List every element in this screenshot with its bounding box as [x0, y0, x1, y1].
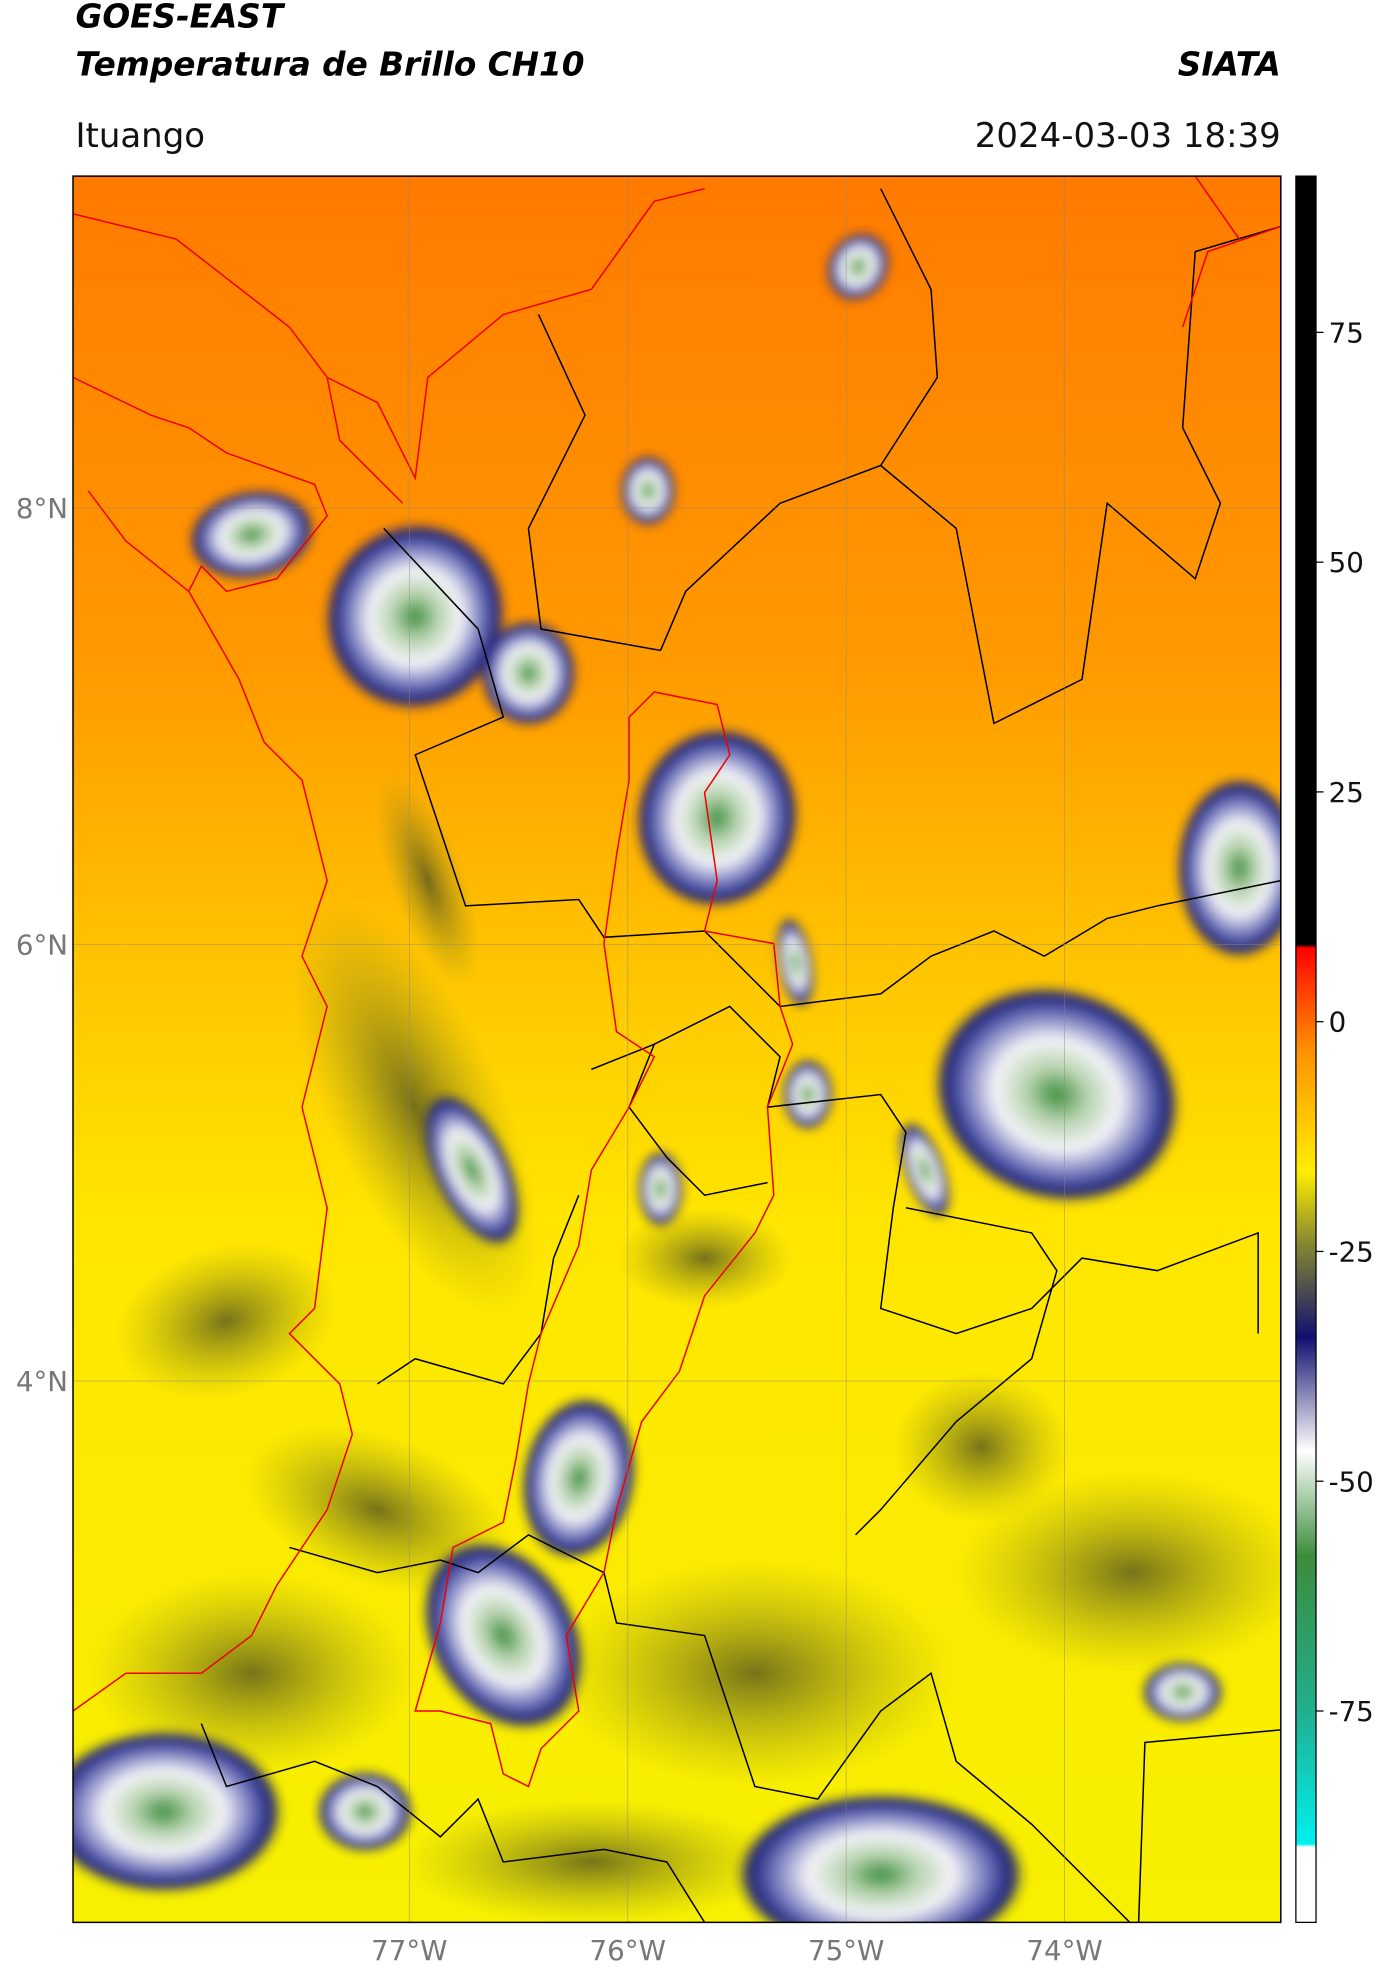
- cloud: [189, 489, 315, 580]
- haze: [375, 773, 481, 988]
- cloud: [423, 1094, 521, 1246]
- subtitle: Temperatura de Brillo CH10: [76, 45, 585, 83]
- x-tick-label: 74°W: [1026, 1934, 1102, 1967]
- x-tick-label: 76°W: [590, 1934, 666, 1967]
- haze: [616, 1207, 793, 1309]
- map: [73, 176, 1281, 1923]
- axes: 77°W 76°W 75°W 74°W 4°N 6°N 8°N: [16, 492, 1103, 1967]
- cloud: [776, 917, 815, 1008]
- cloud: [899, 1122, 951, 1218]
- y-tick-label: 4°N: [16, 1365, 68, 1398]
- map-frame: [72, 175, 1282, 1924]
- cloud: [736, 1792, 1026, 1923]
- region: Ituango: [76, 116, 206, 156]
- colorbar-tick-label: -50: [1329, 1465, 1374, 1498]
- red-lines: [73, 176, 1281, 1788]
- cloud: [637, 1151, 684, 1227]
- cloud: [635, 727, 800, 909]
- coastline: [73, 176, 1281, 1712]
- colorbar-tick-label: 50: [1329, 546, 1364, 579]
- cloud: [1176, 777, 1281, 959]
- cloud: [73, 1729, 284, 1894]
- y-tick-label: 8°N: [16, 492, 68, 525]
- colorbar: [1295, 175, 1317, 1924]
- border: [527, 188, 1281, 725]
- border: [377, 1005, 1259, 1536]
- haze: [115, 1242, 338, 1400]
- border: [200, 1533, 1281, 1923]
- colorbar-tick-label: -75: [1329, 1695, 1374, 1728]
- y-tick-label: 6°N: [16, 929, 68, 962]
- cloud: [620, 455, 676, 526]
- cloud: [1142, 1661, 1223, 1723]
- cloud: [933, 985, 1181, 1204]
- cloud: [521, 1397, 637, 1560]
- x-tick-label: 75°W: [808, 1934, 884, 1967]
- haze: [553, 1560, 957, 1787]
- cloud: [782, 1059, 833, 1130]
- border: [383, 527, 1281, 1008]
- colorbar-tick-label: -25: [1329, 1236, 1374, 1269]
- datetime: 2024-03-03 18:39: [975, 116, 1281, 156]
- title: GOES-EAST: [76, 0, 286, 36]
- cloud: [324, 522, 507, 711]
- colorbar-axis: -75 -50 -25 0 25 50 75: [1316, 316, 1374, 1728]
- graticule: [73, 176, 1281, 1923]
- haze: [244, 1424, 511, 1595]
- x-tick-label: 77°W: [371, 1934, 447, 1967]
- haze: [88, 1572, 416, 1774]
- colorbar-tick-label: 0: [1329, 1006, 1347, 1039]
- haze: [956, 1472, 1281, 1674]
- cloud: [422, 1541, 585, 1731]
- cloud: [826, 232, 890, 301]
- borders: [200, 188, 1281, 1923]
- haze: [893, 1371, 1070, 1523]
- source: SIATA: [1178, 45, 1281, 83]
- cloud: [480, 620, 577, 726]
- department-outline: [414, 691, 794, 1788]
- colorbar-tick-label: 25: [1329, 776, 1364, 809]
- cloud-layer: [73, 232, 1281, 1923]
- cloud: [317, 1771, 413, 1852]
- colorbar-tick-label: 75: [1329, 316, 1364, 349]
